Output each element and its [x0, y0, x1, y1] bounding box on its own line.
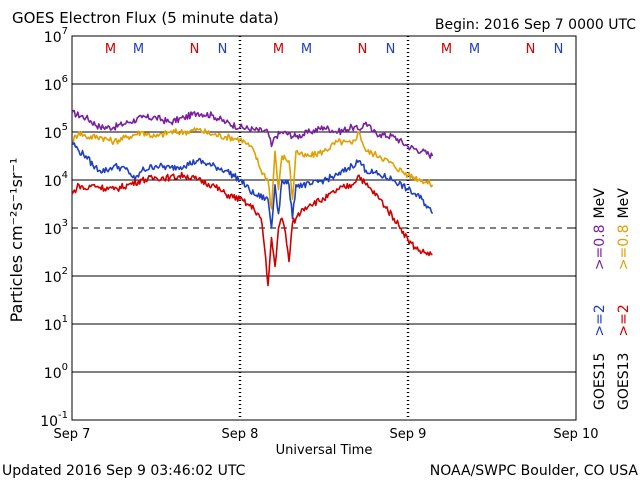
series-line-goes15-2-mev	[71, 141, 434, 229]
day-separators	[238, 36, 410, 420]
marker-M: M	[105, 42, 116, 57]
x-axis-label: Universal Time	[276, 443, 373, 458]
y-tick-label: 105	[44, 122, 68, 142]
legend-threshold-2: >=0.8	[616, 224, 632, 270]
marker-N: N	[554, 42, 564, 57]
x-tick-labels: Sep 7 Sep 8 Sep 9 Sep 10	[54, 427, 599, 442]
marker-M: M	[441, 42, 452, 57]
updated-text: Updated 2016 Sep 9 03:46:02 UTC	[2, 463, 246, 479]
series-line-goes13-2-mev	[71, 171, 433, 287]
credit-text: NOAA/SWPC Boulder, CO USA	[430, 463, 639, 479]
marker-M: M	[301, 42, 312, 57]
svg-text:GOES13>=2>=0.8MeV: GOES13 >=2 >=0.8 MeV	[616, 188, 632, 410]
legend-column-goes13: GOES13 >=2 >=0.8 MeV	[616, 188, 632, 410]
legend-column-goes15: GOES15 >=2 >=0.8 MeV	[592, 188, 608, 410]
legend-threshold-2: >=0.8	[592, 224, 608, 270]
y-tick-label: 102	[44, 266, 68, 286]
x-tick-label: Sep 8	[222, 427, 259, 442]
y-axis-label: Particles cm⁻²s⁻¹sr⁻¹	[7, 158, 26, 323]
legend-unit: MeV	[616, 188, 632, 219]
marker-M: M	[273, 42, 284, 57]
svg-text:GOES15>=2>=0.8MeV: GOES15 >=2 >=0.8 MeV	[592, 188, 608, 410]
chart-title: GOES Electron Flux (5 minute data)	[12, 9, 279, 27]
series-line-goes15-0-8-mev	[71, 109, 434, 159]
y-tick-label: 106	[44, 74, 68, 94]
marker-M: M	[469, 42, 480, 57]
legend-threshold: >=2	[616, 304, 632, 336]
series-lines	[71, 109, 434, 287]
x-tick-label: Sep 7	[54, 427, 91, 442]
y-tick-label: 100	[44, 362, 68, 382]
begin-label: Begin: 2016 Sep 7 0000 UTC	[435, 17, 636, 33]
legend-threshold: >=2	[592, 304, 608, 336]
y-tick-label: 103	[44, 218, 68, 238]
y-tick-label: 107	[44, 26, 68, 46]
y-tick-label: 101	[44, 314, 68, 334]
marker-N: N	[386, 42, 396, 57]
marker-N: N	[526, 42, 536, 57]
legend-satellite: GOES15	[592, 353, 608, 410]
legend-unit: MeV	[592, 188, 608, 219]
legend-satellite: GOES13	[616, 353, 632, 410]
gridlines	[72, 35, 576, 421]
series-line-goes13-0-8-mev	[71, 127, 434, 210]
marker-N: N	[218, 42, 228, 57]
plot-frame	[71, 35, 577, 421]
x-tick-label: Sep 10	[553, 427, 598, 442]
marker-M: M	[133, 42, 144, 57]
y-tick-label: 104	[44, 170, 68, 190]
marker-N: N	[190, 42, 200, 57]
x-tick-label: Sep 9	[390, 427, 427, 442]
legend: GOES15 >=2 >=0.8 MeV GOES13 >=2 >=0.8 MeV	[592, 188, 632, 410]
marker-N: N	[358, 42, 368, 57]
